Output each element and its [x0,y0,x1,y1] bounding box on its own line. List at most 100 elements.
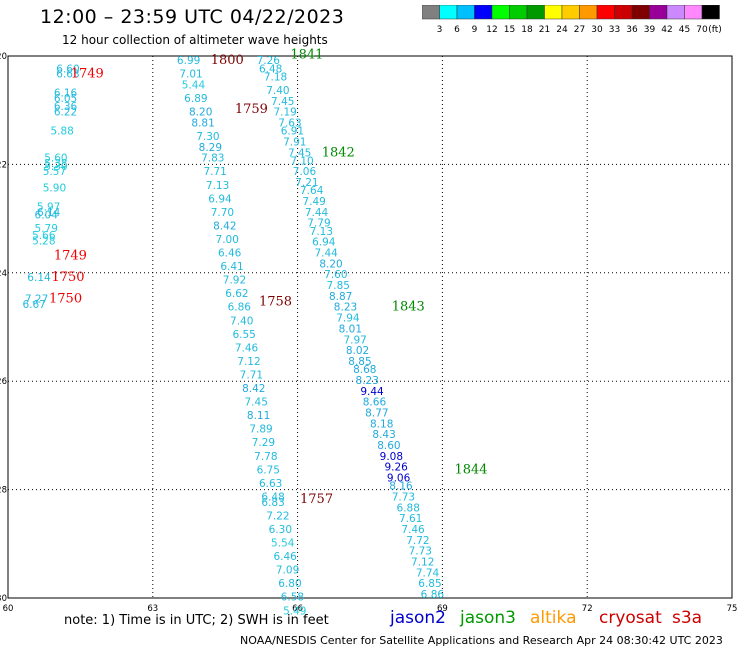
wave-height-value: 7.70 [211,207,234,219]
x-tick-label: 60 [3,604,14,614]
wave-height-value: 7.83 [201,153,224,165]
wave-height-value: 7.61 [399,513,422,525]
wave-height-value: 7.92 [223,275,246,287]
wave-height-value: 7.63 [278,117,301,129]
wave-height-value: 8.23 [334,302,357,314]
wave-height-value: 7.45 [288,147,311,159]
wave-height-value: 7.45 [245,397,268,409]
sat-label-jason2: jason2 [390,608,446,628]
wave-height-value: 7.21 [295,177,318,189]
wave-height-value: 5.60 [44,153,67,165]
sat-label-cryosat: cryosat [599,608,662,628]
wave-height-value: 7.46 [401,524,425,536]
y-tick-label: -30 [0,594,7,604]
x-tick-label: 69 [437,604,448,614]
wave-height-value: 6.14 [37,207,61,219]
wave-height-value: 8.77 [365,407,388,419]
x-tick-label: 66 [292,604,303,614]
x-tick-label: 75 [727,604,738,614]
wave-height-value: 6.36 [54,101,78,113]
wave-height-value: 7.73 [409,546,432,558]
wave-height-value: 6.14 [27,272,51,284]
wave-height-value: 6.48 [259,63,282,75]
scale-label: 3 [437,25,443,35]
wave-height-value: 7.79 [307,218,330,230]
scale-label: 45 [679,25,690,35]
wave-height-value: 7.94 [336,313,360,325]
wave-height-value: 8.20 [189,107,212,119]
wave-height-value: 7.10 [290,155,313,167]
wave-height-value: 6.41 [220,261,243,273]
scale-swatch [701,5,720,20]
wave-height-value: 7.60 [324,269,347,281]
scale-label: 42 [661,25,672,35]
wave-height-value: 6.04 [35,210,59,222]
scale-label: 70 [696,25,708,35]
wave-height-value: 8.02 [346,345,369,357]
track-1749-1750: 6.606.63 6.166.056.366.22 5.88 5.605.385.30… [22,63,79,311]
wave-height-value: 8.01 [339,323,362,335]
wave-height-value: 5.28 [32,236,55,248]
wave-height-value: 7.71 [203,166,226,178]
wave-height-value: 5.38 [44,158,67,170]
wave-height-value: 6.63 [56,69,79,81]
wave-height-value: 6.85 [418,578,441,590]
x-tick-label: 63 [147,604,158,614]
scale-label: 33 [609,25,620,35]
wave-height-value: 7.46 [235,342,259,354]
wave-height-value: 5.57 [43,166,66,178]
scale-label: 39 [644,25,656,35]
color-scale-legend: 3 6 9 12 15 18 21 24 27 30 33 36 39 42 45 70 (ft) [422,5,722,35]
scale-label: 21 [539,25,550,35]
wave-height-value: 5.44 [182,80,206,92]
scale-label: 18 [521,25,533,35]
wave-height-value: 6.99 [177,55,200,67]
wave-height-value: 8.20 [319,258,342,270]
wave-height-value: 7.40 [266,85,289,97]
pass-time-label: 1800 [211,53,244,68]
y-tick-label: -22 [0,160,7,170]
wave-height-value: 7.78 [254,451,277,463]
wave-height-value: 5.90 [43,183,66,195]
wave-height-value: 5.54 [271,538,295,550]
wave-height-value: 7.91 [283,136,306,148]
wave-height-value: 9.06 [387,472,411,484]
wave-height-value: 8.87 [329,291,352,303]
track-1759-1800: 6.997.015.446.898.208.817.308.297.837.71… [177,55,307,617]
wave-height-value: 6.80 [278,578,301,590]
wave-height-value: 7.29 [252,437,275,449]
wave-height-value: 6.46 [273,551,297,563]
wave-height-value: 5.30 [44,161,67,173]
wave-height-value: 7.01 [179,69,202,81]
wave-height-value: 5.79 [35,223,58,235]
wave-height-value: 6.30 [269,524,292,536]
track-1841-1844: 7.266.487.187.407.457.197.636.917.917.45… [257,55,445,601]
footer-note: note: 1) Time is in UTC; 2) SWH is in fe… [64,613,329,628]
scale-label: 9 [472,25,478,35]
wave-height-value: 7.44 [305,207,329,219]
wave-height-value: 6.55 [232,329,255,341]
wave-height-value: 6.48 [261,491,284,503]
wave-height-value: 6.94 [208,193,232,205]
wave-height-value: 7.89 [249,424,272,436]
wave-height-value: 6.22 [54,107,77,119]
wave-height-value: 6.91 [281,126,304,138]
wave-height-value: 7.72 [406,535,429,547]
wave-height-value: 7.09 [276,565,299,577]
pass-time-label: 1757 [300,492,333,507]
sat-label-s3a: s3a [672,608,703,628]
wave-height-value: 7.00 [216,234,239,246]
pass-time-label: 1842 [322,145,355,160]
wave-height-value: 7.74 [416,567,440,579]
wave-height-value: 6.83 [261,497,284,509]
wave-height-value: 9.08 [380,451,403,463]
wave-height-value: 8.23 [356,375,379,387]
scale-label: 27 [574,25,585,35]
pass-time-label: 1749 [54,248,87,263]
y-tick-label: -24 [0,269,7,279]
wave-height-value: 9.26 [384,462,408,474]
sat-label-jason3: jason3 [460,608,516,628]
wave-height-value: 7.06 [293,166,317,178]
scale-unit: (ft) [708,25,722,35]
wave-height-value: 8.42 [242,383,265,395]
